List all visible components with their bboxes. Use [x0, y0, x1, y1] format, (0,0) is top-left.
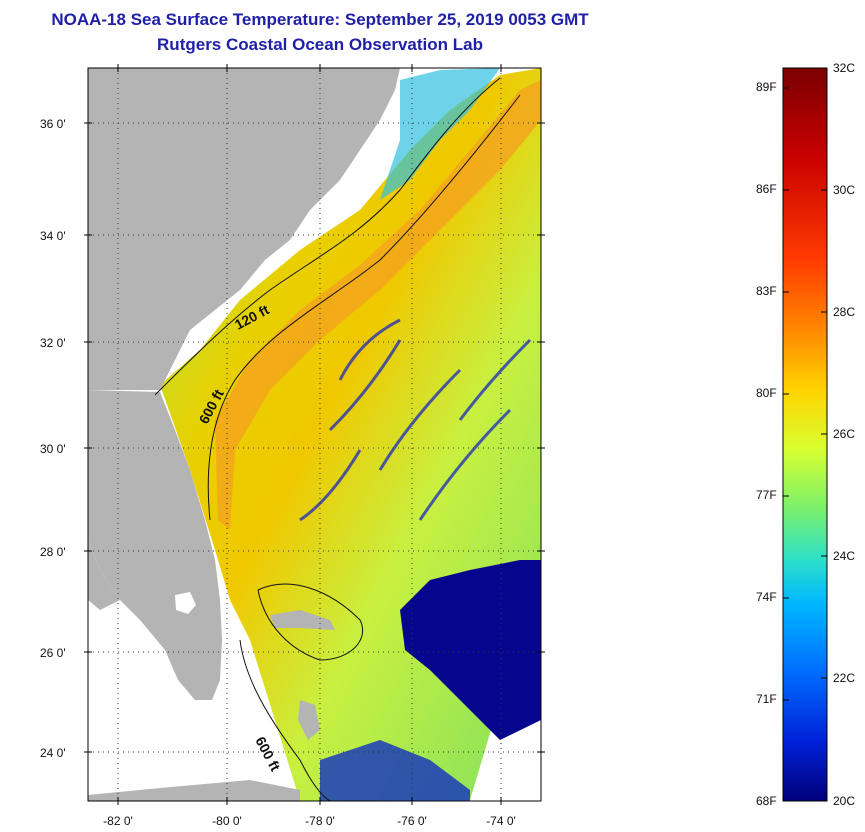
land-florida-keys-region	[88, 540, 120, 610]
lon-label-82: -82 0'	[103, 814, 133, 828]
cool-nearshore	[380, 68, 500, 200]
colorbar	[782, 67, 828, 802]
lon-label-76: -76 0'	[397, 814, 427, 828]
colorbar-c-32: 32C	[833, 61, 856, 75]
lake-okeechobee	[175, 592, 196, 614]
colorbar-f-77: 77F	[756, 488, 777, 502]
colorbar-c-30: 30C	[833, 183, 856, 197]
colorbar-f-80: 80F	[756, 386, 777, 400]
colorbar-f-83: 83F	[756, 284, 777, 298]
colorbar-c-24: 24C	[833, 549, 856, 563]
cold-patch-southeast	[400, 560, 541, 740]
colorbar-f-68: 68F	[756, 794, 777, 808]
colorbar-f-89: 89F	[756, 80, 777, 94]
depth-contours	[154, 77, 521, 801]
lat-label-36: 36 0'	[40, 117, 66, 131]
cold-patch-south	[320, 740, 470, 801]
colorbar-c-20: 20C	[833, 794, 856, 808]
axis-ticks	[84, 64, 545, 805]
land-grand-bahama	[270, 610, 335, 630]
lon-label-78: -78 0'	[305, 814, 335, 828]
land-florida	[88, 390, 222, 700]
lat-label-26: 26 0'	[40, 646, 66, 660]
lat-label-28: 28 0'	[40, 545, 66, 559]
contour-bahamas	[257, 583, 363, 661]
colorbar-c-28: 28C	[833, 305, 856, 319]
map-border	[87, 67, 542, 802]
land-us-southeast	[88, 68, 400, 390]
land-cuba	[88, 780, 300, 801]
graticule	[88, 68, 541, 801]
colorbar-c-22: 22C	[833, 671, 856, 685]
contour-600ft-south	[239, 639, 331, 801]
map-title: NOAA-18 Sea Surface Temperature: Septemb…	[51, 10, 589, 29]
cool-eddy-streaks	[299, 318, 532, 522]
colorbar-f-86: 86F	[756, 182, 777, 196]
lon-label-74: -74 0'	[486, 814, 516, 828]
colorbar-f-71: 71F	[756, 692, 777, 706]
lat-label-30: 30 0'	[40, 442, 66, 456]
colorbar-ticks	[783, 67, 827, 701]
lat-label-24: 24 0'	[40, 746, 66, 760]
contour-600ft	[207, 94, 521, 521]
lat-label-32: 32 0'	[40, 336, 66, 350]
lat-label-34: 34 0'	[40, 229, 66, 243]
colorbar-c-26: 26C	[833, 427, 856, 441]
colorbar-f-74: 74F	[756, 590, 777, 604]
gulf-stream-band	[215, 80, 541, 530]
lon-label-80: -80 0'	[212, 814, 242, 828]
contour-120ft	[154, 77, 501, 396]
land-bahamas-andros	[298, 700, 320, 740]
map-subtitle: Rutgers Coastal Ocean Observation Lab	[157, 35, 483, 54]
